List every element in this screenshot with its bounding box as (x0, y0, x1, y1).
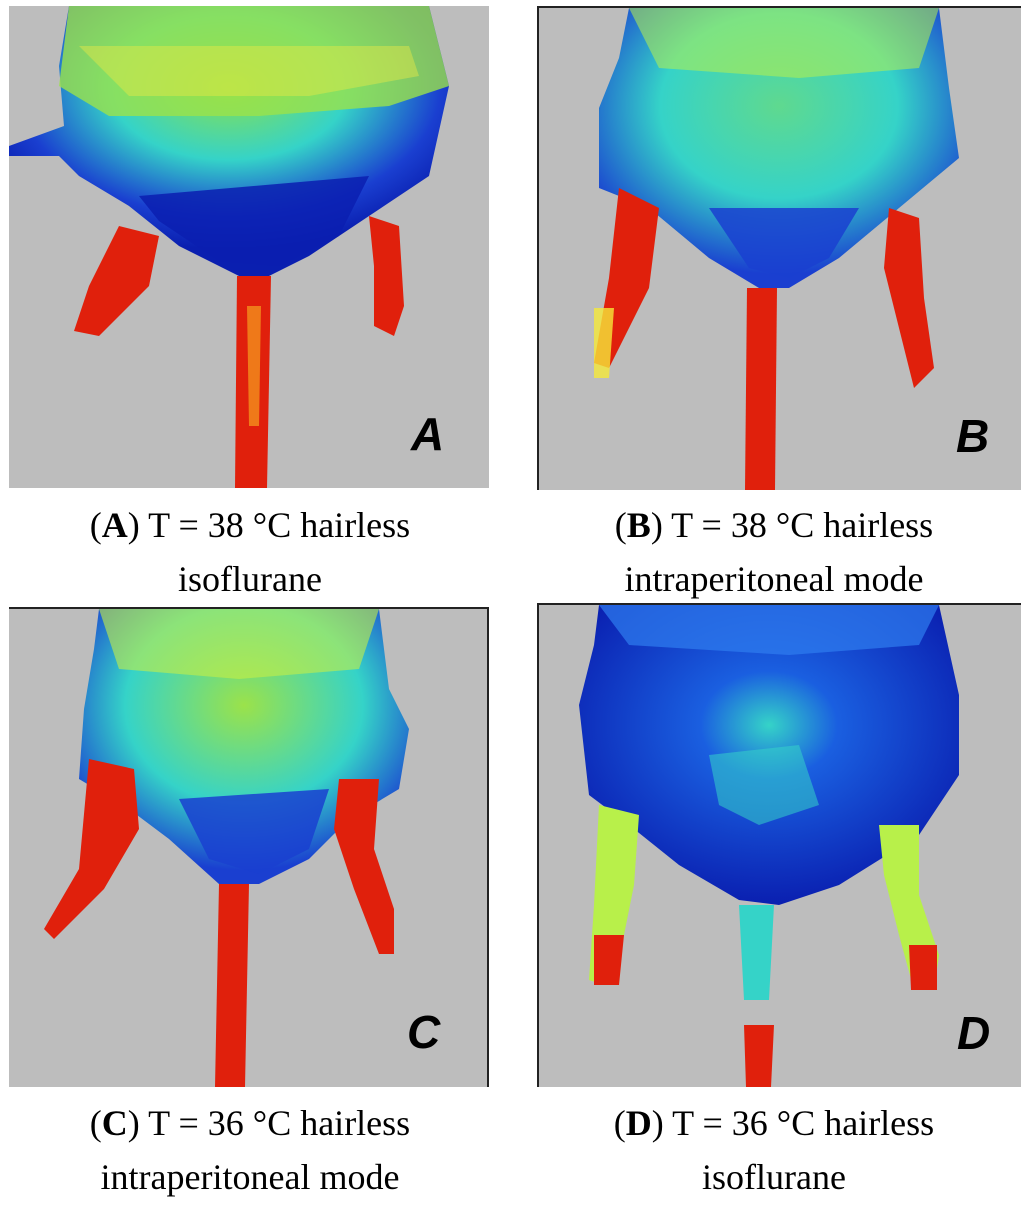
caption-b: (B) T = 38 °C hairless intraperitoneal m… (524, 498, 1024, 606)
panel-letter-d: D (957, 1007, 991, 1059)
caption-d: (D) T = 36 °C hairless isoflurane (524, 1096, 1024, 1204)
thermal-image-b (594, 8, 959, 490)
caption-c-line2: intraperitoneal mode (100, 1157, 400, 1197)
caption-c-letter: C (101, 1103, 128, 1143)
caption-c-text1: T = 36 °C hairless (148, 1103, 411, 1143)
thermal-image-panel-c: C (9, 607, 489, 1087)
panel-letter-a: A (411, 408, 445, 460)
caption-a-line1: (A) T = 38 °C hairless (0, 498, 500, 552)
caption-d-line1: (D) T = 36 °C hairless (524, 1096, 1024, 1150)
caption-c-paren-open: ( (89, 1103, 102, 1143)
caption-d-line2: isoflurane (702, 1157, 846, 1197)
thermal-image-a (9, 6, 449, 488)
caption-d-paren-close: ) (651, 1103, 664, 1143)
caption-d-text1: T = 36 °C hairless (672, 1103, 935, 1143)
panel-letter-b: B (956, 410, 990, 462)
caption-b-text1: T = 38 °C hairless (671, 505, 934, 545)
caption-a: (A) T = 38 °C hairless isoflurane (0, 498, 500, 606)
caption-a-letter: A (101, 505, 128, 545)
caption-b-line1: (B) T = 38 °C hairless (524, 498, 1024, 552)
thermal-image-panel-d: D (537, 603, 1021, 1087)
caption-a-paren-open: ( (89, 505, 102, 545)
caption-d-paren-open: ( (613, 1103, 626, 1143)
caption-c-line1: (C) T = 36 °C hairless (0, 1096, 500, 1150)
caption-c: (C) T = 36 °C hairless intraperitoneal m… (0, 1096, 500, 1204)
panel-letter-c: C (407, 1006, 441, 1058)
caption-b-line2: intraperitoneal mode (624, 559, 924, 599)
caption-a-line2: isoflurane (178, 559, 322, 599)
caption-c-paren-close: ) (127, 1103, 140, 1143)
caption-d-letter: D (625, 1103, 652, 1143)
caption-a-text1: T = 38 °C hairless (148, 505, 411, 545)
thermal-image-panel-b: B (537, 6, 1021, 490)
thermal-image-d (579, 605, 959, 1087)
caption-a-paren-close: ) (127, 505, 140, 545)
caption-b-paren-close: ) (650, 505, 663, 545)
caption-b-paren-open: ( (614, 505, 627, 545)
thermal-image-c (44, 609, 409, 1087)
caption-b-letter: B (626, 505, 651, 545)
thermal-image-panel-a: A (9, 6, 489, 488)
